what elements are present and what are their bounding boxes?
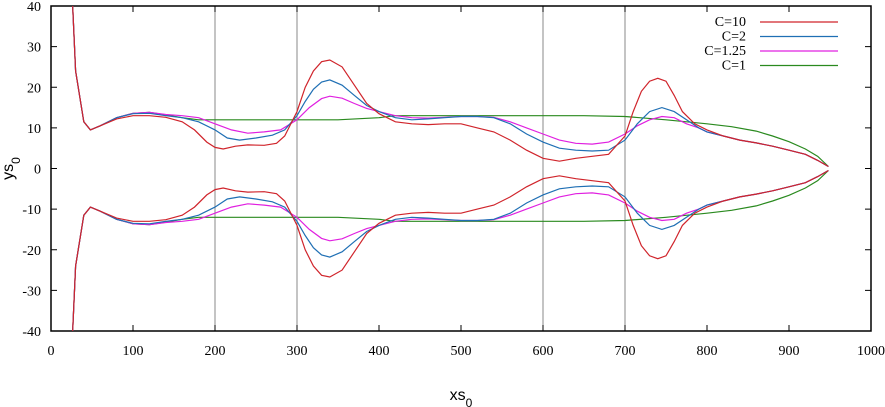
x-tick-label: 500 [451, 344, 472, 359]
x-tick-label: 100 [123, 344, 144, 359]
series-line-c-10-lower [72, 169, 829, 331]
x-axis-label: xs0 [450, 387, 473, 407]
x-tick-label: 900 [779, 344, 800, 359]
x-tick-label: 200 [205, 344, 226, 359]
y-tick-label: -10 [22, 203, 41, 218]
y-tick-label: -20 [22, 244, 41, 259]
vertical-reference-lines [214, 6, 626, 331]
y-tick-label: -40 [22, 325, 41, 340]
legend-label: C=1.25 [704, 44, 746, 59]
plot-area [50, 5, 872, 332]
x-tick-label: 400 [369, 344, 390, 359]
y-tick-label: 20 [27, 81, 41, 96]
y-tick-label: -30 [22, 284, 41, 299]
series-line-c-2-upper [72, 6, 829, 168]
plot-border [50, 5, 872, 332]
y-tick-label: 0 [34, 163, 41, 178]
series-group [72, 6, 829, 331]
legend: C=10C=2C=1.25C=1 [704, 15, 838, 74]
legend-label: C=10 [715, 15, 746, 30]
x-tick-label: 1000 [857, 344, 885, 359]
y-axis-label: ys0 [0, 157, 23, 180]
legend-label: C=2 [722, 30, 746, 45]
y-tick-label: 40 [27, 0, 41, 15]
x-tick-label: 700 [615, 344, 636, 359]
x-tick-label: 0 [48, 344, 55, 359]
axis-ticks: 0 100 200 300 400 500 600 700 800 900 1000-40-30-2… [22, 0, 885, 359]
series-line-c-10-upper [72, 6, 829, 168]
y-tick-label: 10 [27, 122, 41, 137]
x-tick-label: 600 [533, 344, 554, 359]
x-tick-label: 300 [287, 344, 308, 359]
series-line-c-2-lower [72, 169, 829, 331]
x-tick-label: 800 [697, 344, 718, 359]
legend-label: C=1 [722, 59, 746, 74]
y-tick-label: 30 [27, 41, 41, 56]
